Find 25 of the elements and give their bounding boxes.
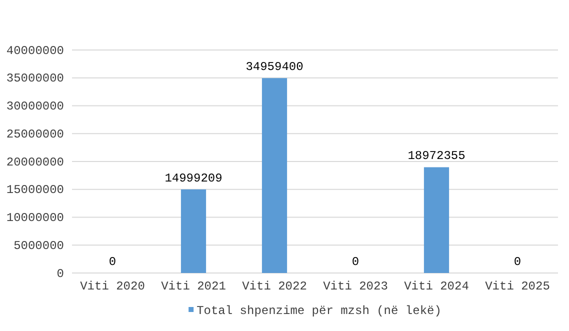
data-label: 0 xyxy=(352,255,360,269)
data-label: 18972355 xyxy=(408,149,466,164)
x-tick-label: Viti 2024 xyxy=(404,280,469,294)
bar xyxy=(180,189,206,273)
data-label: 14999209 xyxy=(164,171,222,186)
y-tick-label: 25000000 xyxy=(6,127,64,142)
x-tick-label: Viti 2025 xyxy=(485,280,550,294)
x-tick-label: Viti 2021 xyxy=(161,280,226,294)
legend-label: Total shpenzime për mzsh (në lekë) xyxy=(196,304,442,318)
y-tick-label: 35000000 xyxy=(6,72,64,86)
y-tick-label: 0 xyxy=(56,266,64,281)
data-label: 0 xyxy=(514,255,522,269)
y-tick-label: 20000000 xyxy=(6,155,64,170)
bar xyxy=(424,167,450,273)
data-label: 34959400 xyxy=(246,60,304,74)
x-tick-label: Viti 2022 xyxy=(242,280,307,294)
y-tick-label: 5000000 xyxy=(14,238,64,253)
y-tick-label: 15000000 xyxy=(6,183,64,198)
data-label: 0 xyxy=(108,255,116,269)
y-tick-label: 40000000 xyxy=(6,44,64,58)
x-tick-label: Viti 2023 xyxy=(323,280,388,294)
x-tick-label: Viti 2020 xyxy=(80,280,145,294)
bar xyxy=(262,78,288,273)
y-tick-label: 30000000 xyxy=(6,100,64,114)
y-tick-label: 10000000 xyxy=(6,211,64,226)
